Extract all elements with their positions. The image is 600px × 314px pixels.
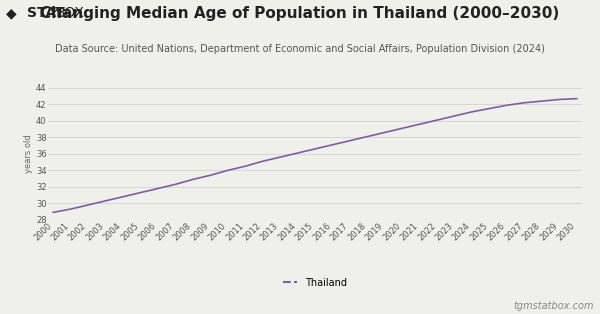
Text: BOX: BOX bbox=[55, 6, 84, 20]
Text: Data Source: United Nations, Department of Economic and Social Affairs, Populati: Data Source: United Nations, Department … bbox=[55, 44, 545, 54]
Text: STAT: STAT bbox=[27, 6, 65, 20]
Text: ◆: ◆ bbox=[6, 6, 17, 20]
Y-axis label: years old: years old bbox=[24, 134, 33, 173]
Text: Changing Median Age of Population in Thailand (2000–2030): Changing Median Age of Population in Tha… bbox=[40, 6, 560, 21]
Legend: Thailand: Thailand bbox=[279, 274, 351, 291]
Text: tgmstatbox.com: tgmstatbox.com bbox=[514, 301, 594, 311]
